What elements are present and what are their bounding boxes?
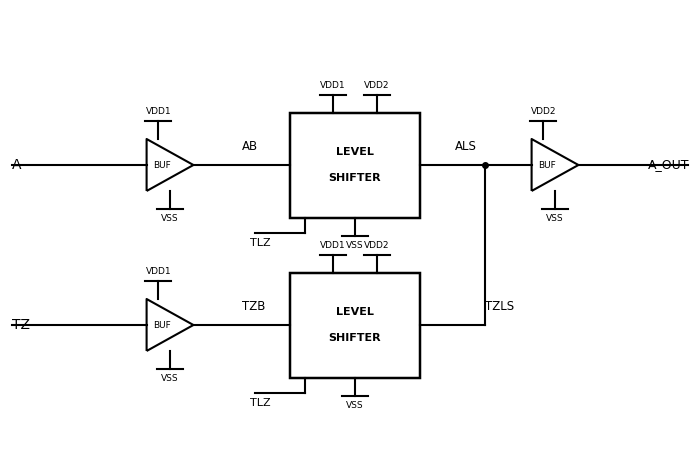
Text: VSS: VSS [546, 214, 564, 223]
Text: TLZ: TLZ [250, 238, 270, 248]
Text: BUF: BUF [153, 161, 171, 170]
Text: ALS: ALS [455, 140, 477, 153]
Text: SHIFTER: SHIFTER [329, 173, 382, 183]
Text: A_OUT: A_OUT [648, 158, 690, 171]
Text: BUF: BUF [538, 161, 556, 170]
Text: BUF: BUF [153, 320, 171, 329]
Text: LEVEL: LEVEL [336, 307, 374, 317]
Text: VDD2: VDD2 [531, 107, 556, 116]
Text: LEVEL: LEVEL [336, 147, 374, 157]
Text: VDD1: VDD1 [320, 81, 346, 90]
Text: VDD2: VDD2 [364, 240, 390, 249]
Text: AB: AB [242, 140, 258, 153]
Text: VDD1: VDD1 [146, 267, 171, 276]
FancyBboxPatch shape [290, 273, 420, 378]
Text: VSS: VSS [346, 240, 364, 249]
FancyBboxPatch shape [290, 112, 420, 217]
Text: TZB: TZB [242, 300, 265, 313]
Text: VDD1: VDD1 [320, 240, 346, 249]
Text: A: A [12, 158, 22, 172]
Text: TLZ: TLZ [250, 399, 270, 409]
Text: VSS: VSS [346, 400, 364, 410]
Text: VSS: VSS [161, 374, 178, 383]
Text: VDD2: VDD2 [364, 81, 390, 90]
Text: TZLS: TZLS [485, 300, 514, 313]
Text: TZ: TZ [12, 318, 30, 332]
Text: VSS: VSS [161, 214, 178, 223]
Text: VDD1: VDD1 [146, 107, 171, 116]
Text: SHIFTER: SHIFTER [329, 333, 382, 343]
